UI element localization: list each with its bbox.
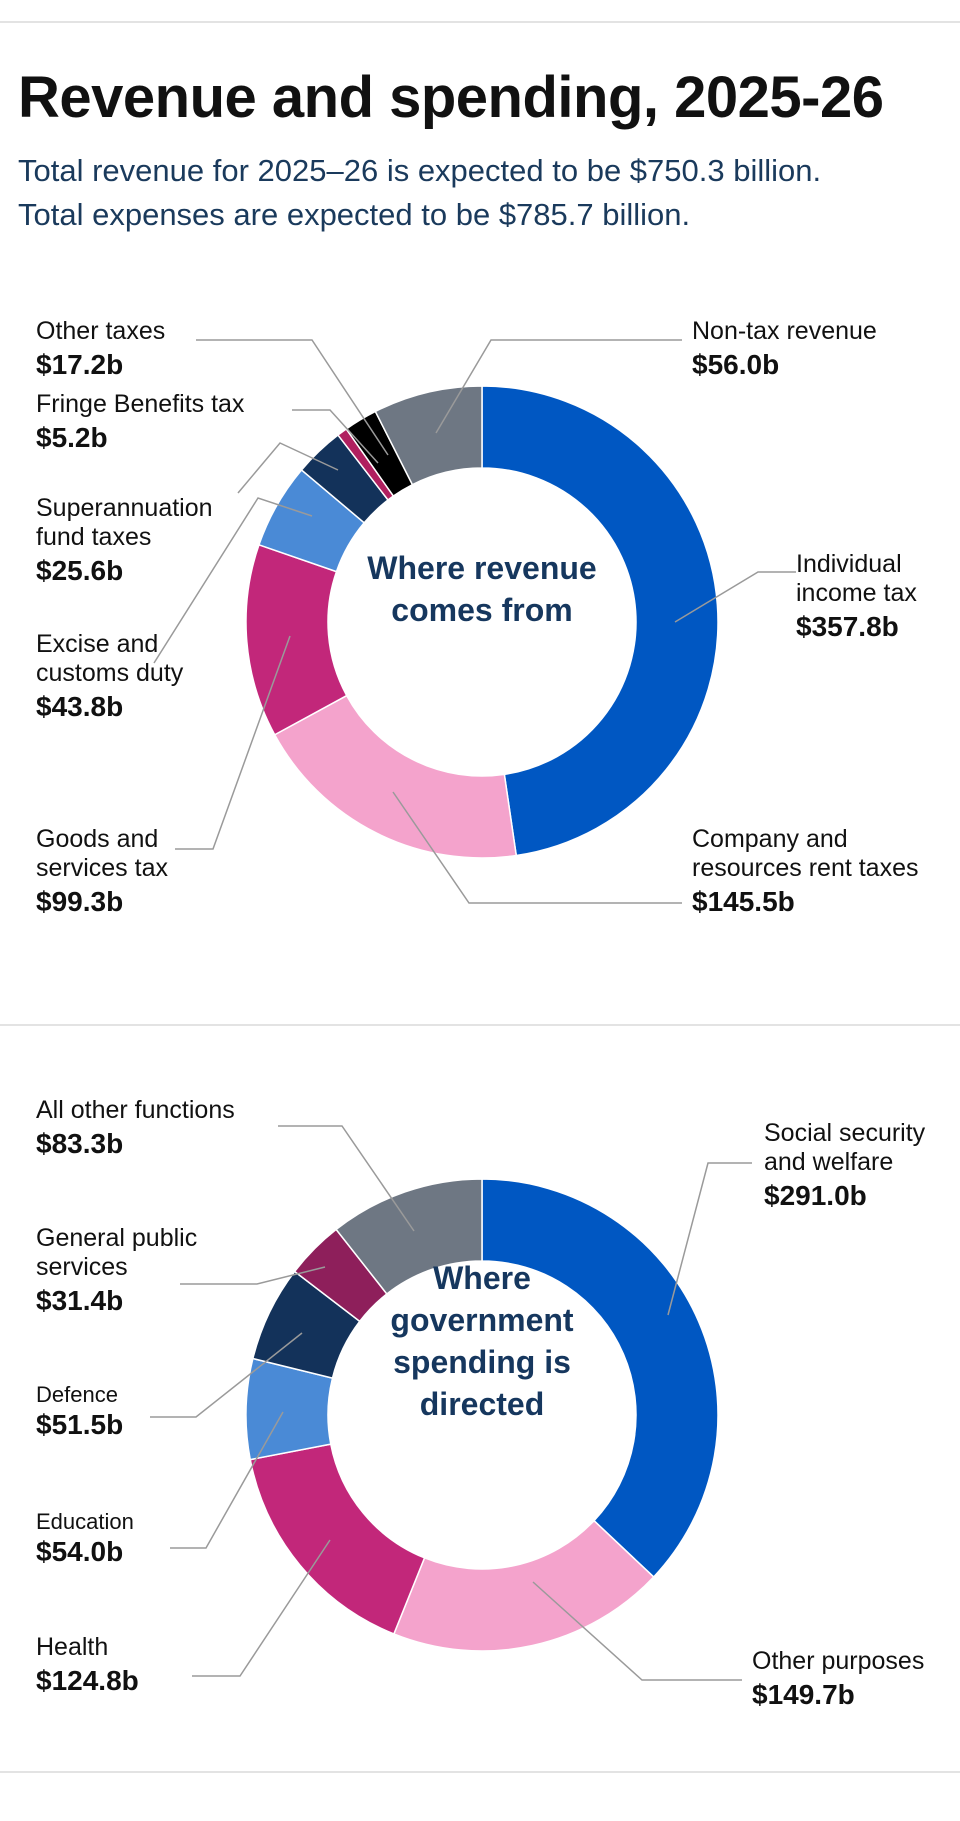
donut-chart-revenue: [245, 385, 719, 859]
leader-line-super: [237, 442, 339, 494]
chart-center-title: Where revenue: [367, 550, 596, 586]
leader-line-individual: [674, 571, 796, 623]
subtitle-revenue: Total revenue for 2025–26 is expected to…: [18, 153, 822, 188]
slice-label-gst: services tax: [36, 854, 168, 882]
leader-line-company: [392, 791, 682, 904]
slice-label-excise: Excise and: [36, 630, 158, 658]
slice-label-company: resources rent taxes: [692, 854, 919, 882]
slice-value-individual: $357.8b: [796, 611, 899, 642]
slice-value-social: $291.0b: [764, 1180, 867, 1211]
leader-line-other_taxes: [196, 339, 389, 456]
slice-company: [273, 694, 518, 859]
leader-line-excise: [153, 497, 313, 664]
slice-value-company: $145.5b: [692, 886, 795, 917]
slice-label-other_purposes: Other purposes: [752, 1647, 924, 1675]
slice-label-super: fund taxes: [36, 523, 151, 551]
leader-line-other_purposes: [532, 1581, 742, 1681]
slice-label-social: Social security: [764, 1119, 926, 1147]
slice-label-individual: Individual: [796, 550, 902, 578]
chart-center-title: comes from: [391, 592, 572, 628]
slice-value-all_other: $83.3b: [36, 1128, 123, 1159]
slice-value-other_taxes: $17.2b: [36, 349, 123, 380]
slice-value-health: $124.8b: [36, 1665, 139, 1696]
top-divider: [0, 21, 960, 23]
slice-label-health: Health: [36, 1633, 108, 1661]
slice-label-company: Company and: [692, 825, 848, 853]
slice-value-education: $54.0b: [36, 1536, 123, 1567]
leader-line-general_public: [180, 1266, 326, 1285]
slice-label-non_tax: Non-tax revenue: [692, 317, 877, 345]
slice-value-fringe: $5.2b: [36, 422, 108, 453]
slice-social: [481, 1178, 719, 1579]
slice-other_purposes: [392, 1519, 655, 1652]
slice-value-other_purposes: $149.7b: [752, 1679, 855, 1710]
leader-line-gst: [175, 635, 291, 850]
slice-label-excise: customs duty: [36, 659, 184, 687]
slice-value-defence: $51.5b: [36, 1409, 123, 1440]
subtitle-expenses: Total expenses are expected to be $785.7…: [18, 197, 691, 232]
slice-label-individual: income tax: [796, 579, 917, 607]
slice-value-super: $25.6b: [36, 555, 123, 586]
slice-label-super: Superannuation: [36, 494, 213, 522]
leader-line-education: [170, 1411, 284, 1549]
slice-label-other_taxes: Other taxes: [36, 317, 165, 345]
leader-line-non_tax: [435, 339, 682, 434]
chart-center-title: Where: [433, 1260, 531, 1296]
middle-divider: [0, 1024, 960, 1026]
slice-label-social: and welfare: [764, 1148, 893, 1176]
slice-label-all_other: All other functions: [36, 1096, 235, 1124]
chart-center-title: directed: [420, 1386, 544, 1422]
slice-value-excise: $43.8b: [36, 691, 123, 722]
leader-line-defence: [150, 1332, 303, 1418]
leader-line-all_other: [278, 1125, 415, 1232]
slice-health: [249, 1443, 426, 1635]
slice-individual: [481, 385, 719, 857]
slice-value-non_tax: $56.0b: [692, 349, 779, 380]
chart-center-title: government: [390, 1302, 573, 1338]
slice-label-defence: Defence: [36, 1382, 118, 1407]
slice-label-education: Education: [36, 1509, 134, 1534]
slice-label-gst: Goods and: [36, 825, 158, 853]
slice-label-fringe: Fringe Benefits tax: [36, 390, 245, 418]
leader-line-fringe: [292, 409, 379, 464]
slice-label-general_public: General public: [36, 1224, 197, 1252]
slice-value-gst: $99.3b: [36, 886, 123, 917]
slice-value-general_public: $31.4b: [36, 1285, 123, 1316]
page-title: Revenue and spending, 2025-26: [18, 65, 884, 130]
leader-line-health: [192, 1539, 331, 1677]
slice-label-general_public: services: [36, 1253, 128, 1281]
slice-non_tax: [374, 385, 483, 486]
slice-all_other: [335, 1178, 483, 1295]
bottom-divider: [0, 1771, 960, 1773]
leader-line-social: [667, 1162, 752, 1316]
chart-center-title: spending is: [393, 1344, 571, 1380]
